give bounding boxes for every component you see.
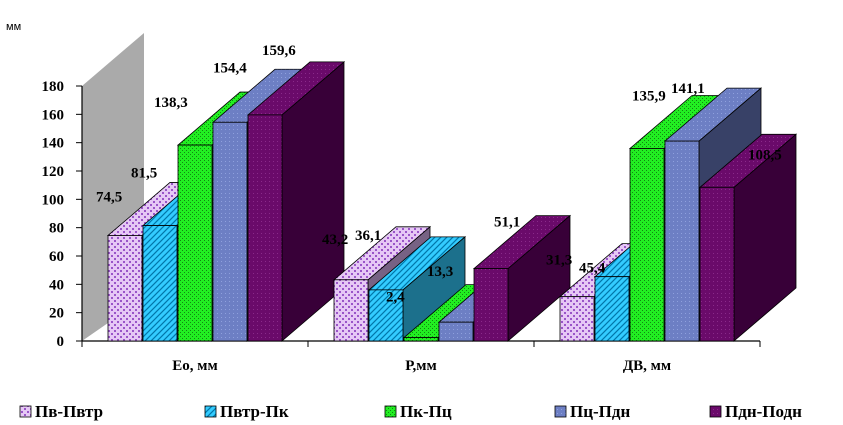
- legend-swatch: [384, 405, 397, 418]
- data-label: 31,3: [546, 253, 572, 269]
- bar-front: [594, 276, 630, 342]
- bar-front: [212, 121, 248, 342]
- y-tick-label: 40: [49, 277, 64, 293]
- y-tick-label: 120: [42, 164, 65, 180]
- bar-front: [559, 296, 595, 342]
- bar-front: [368, 289, 404, 342]
- y-tick-label: 0: [57, 334, 65, 350]
- category-label: Ео, мм: [172, 358, 217, 374]
- bar-1-1: [367, 235, 467, 342]
- bar-2-4: [698, 133, 798, 342]
- bar-front: [438, 321, 474, 342]
- bar-front: [473, 268, 509, 342]
- legend-label: Пц-Пдн: [570, 402, 631, 421]
- data-label: 135,9: [632, 88, 666, 104]
- data-label: 81,5: [131, 166, 157, 182]
- category-label: Р,мм: [405, 358, 436, 374]
- data-label: 51,1: [494, 215, 520, 231]
- legend-swatch: [204, 405, 217, 418]
- y-tick-label: 80: [49, 221, 64, 237]
- legend-label: Пв-Пвтр: [35, 402, 103, 421]
- legend-label: Пк-Пц: [400, 402, 452, 421]
- bar-front: [629, 148, 665, 342]
- y-tick-label: 60: [49, 249, 64, 265]
- data-label: 45,4: [579, 261, 606, 277]
- legend-label: Пдн-Подн: [725, 402, 802, 421]
- legend-swatch: [19, 405, 32, 418]
- bar-front: [699, 186, 735, 342]
- bar-front: [107, 235, 143, 342]
- data-label: 154,4: [213, 60, 247, 76]
- data-label: 108,5: [748, 147, 782, 163]
- y-tick-label: 100: [42, 192, 65, 208]
- bar-0-4: [246, 61, 346, 342]
- data-label: 36,1: [355, 228, 381, 244]
- legend-swatch: [709, 405, 722, 418]
- y-tick-label: 160: [42, 107, 65, 123]
- bar-front: [333, 279, 369, 342]
- bar-front: [142, 225, 178, 342]
- bar-front: [664, 140, 700, 342]
- bar-front: [177, 144, 213, 342]
- data-label: 13,3: [427, 264, 453, 280]
- data-label: 43,2: [322, 232, 348, 248]
- data-label: 74,5: [96, 189, 122, 205]
- y-unit-label: мм: [6, 21, 21, 33]
- bar-front: [247, 114, 283, 342]
- data-label: 159,6: [262, 43, 296, 59]
- legend-swatch: [554, 405, 567, 418]
- legend-label: Пвтр-Пк: [220, 402, 289, 421]
- y-tick-label: 180: [42, 79, 65, 95]
- bar-1-4: [472, 214, 572, 342]
- data-label: 141,1: [671, 81, 705, 97]
- bar-front: [403, 337, 439, 342]
- y-tick-label: 140: [42, 136, 65, 152]
- data-label: 2,4: [386, 290, 405, 306]
- category-label: ДВ, мм: [623, 358, 671, 374]
- y-tick-label: 20: [49, 306, 64, 322]
- data-label: 138,3: [154, 95, 188, 111]
